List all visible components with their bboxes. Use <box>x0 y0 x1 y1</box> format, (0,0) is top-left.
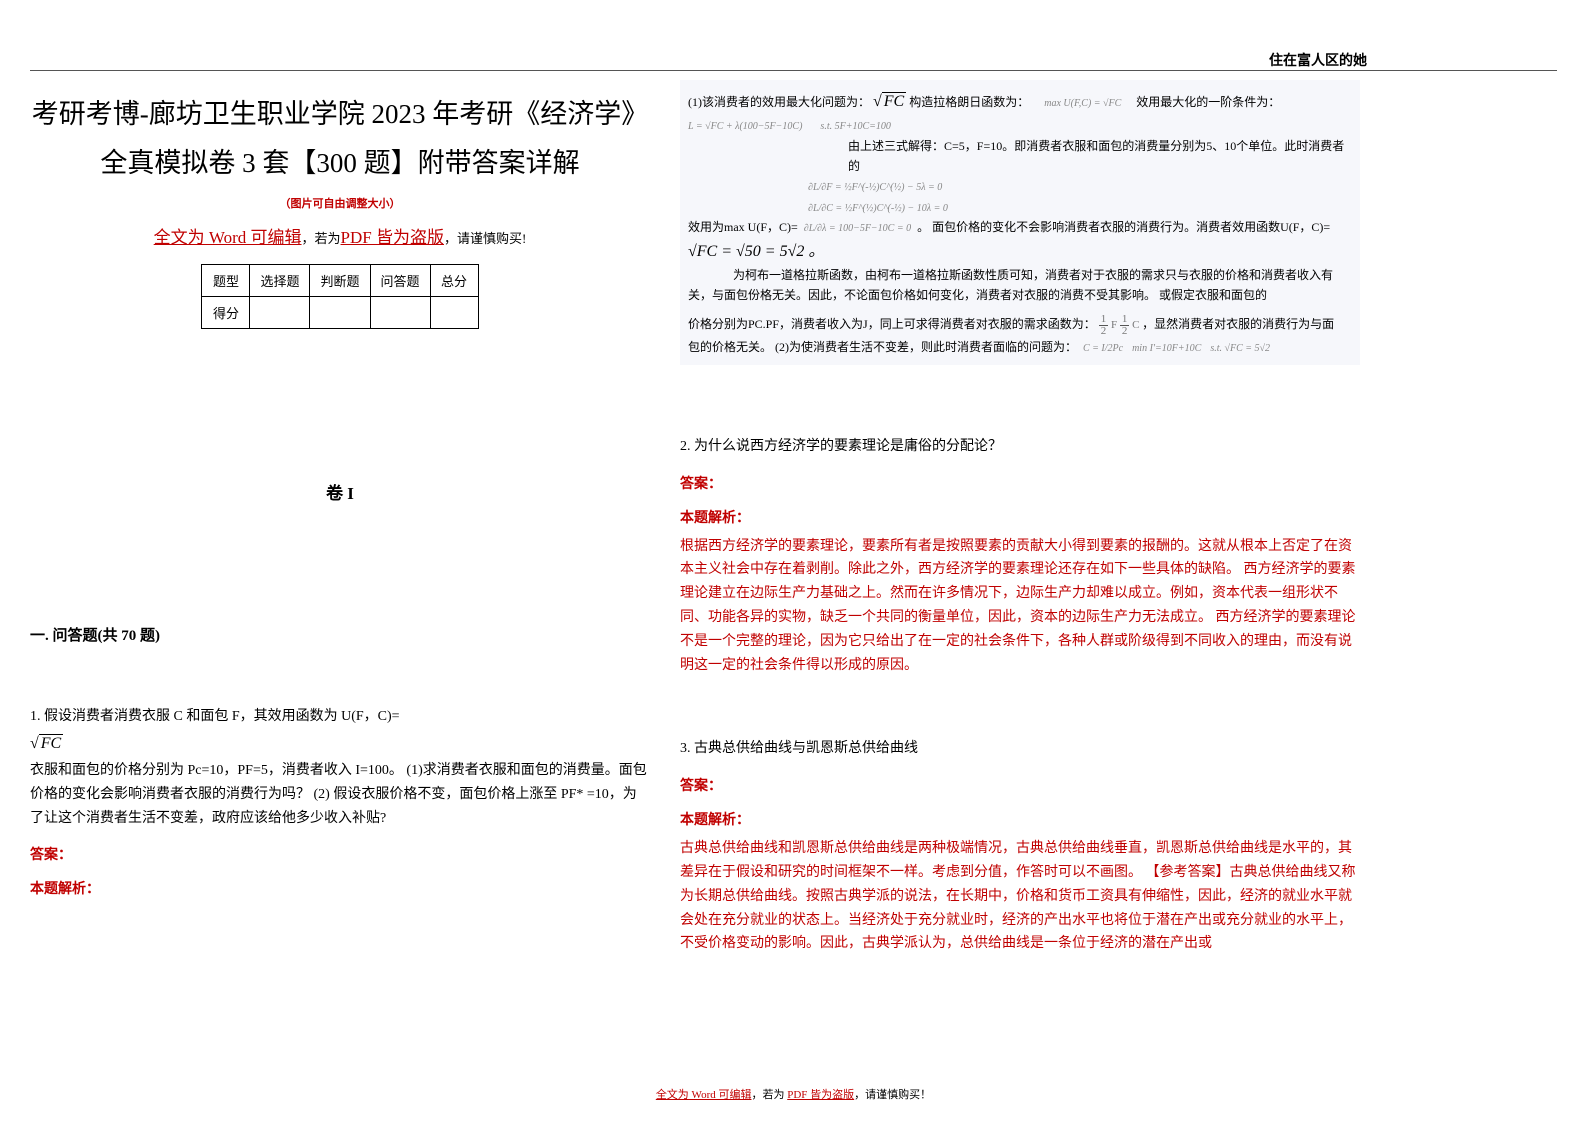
sol-l6b: ，显然消费者对衣服的消费行为与面 <box>1142 317 1334 331</box>
question-2: 2. 为什么说西方经济学的要素理论是庸俗的分配论？ <box>680 435 1360 459</box>
math-lagrange: L = √FC + λ(100−5F−10C) <box>688 121 802 132</box>
sol-l3b: 。 面包价格的变化不会影响消费者衣服的消费行为。消费者效用函数U(F，C)= <box>917 220 1330 234</box>
q3-num: 3. <box>680 741 691 756</box>
warn-mid: ，若为 <box>302 231 341 246</box>
th-type: 题型 <box>202 265 250 297</box>
math-d3: ∂L/∂λ = 100−5F−10C = 0 <box>804 223 911 234</box>
document-title: 考研考博-廊坊卫生职业学院 2023 年考研《经济学》全真模拟卷 3 套【300… <box>30 90 650 187</box>
math-d2: ∂L/∂C = ½F^(½)C^(-½) − 10λ = 0 <box>808 203 948 214</box>
solution-box-1: (1)该消费者的效用最大化问题为： FC 构造拉格朗日函数为： max U(F,… <box>680 80 1360 365</box>
td-empty <box>310 297 370 329</box>
section-heading: 一. 问答题(共 70 题) <box>30 624 650 645</box>
answer-label: 答案： <box>30 844 650 864</box>
question-3: 3. 古典总供给曲线与凯恩斯总供给曲线 <box>680 737 1360 761</box>
td-empty <box>250 297 310 329</box>
q2-text: 为什么说西方经济学的要素理论是庸俗的分配论？ <box>694 439 1002 454</box>
answer-label: 答案： <box>680 473 1360 493</box>
warn-word-editable: 全文为 Word 可编辑 <box>154 228 302 247</box>
th-answer: 问答题 <box>370 265 430 297</box>
q2-analysis: 根据西方经济学的要素理论，要素所有者是按照要素的贡献大小得到要素的报酬的。这就从… <box>680 535 1360 678</box>
page-header: 住在富人区的她 <box>1269 50 1367 70</box>
table-row: 题型 选择题 判断题 问答题 总分 <box>202 265 478 297</box>
warn-tail: ，请谨慎购买! <box>444 231 526 246</box>
math-bot3: s.t. √FC = 5√2 <box>1210 343 1270 354</box>
warning-line: 全文为 Word 可编辑，若为PDF 皆为盗版，请谨慎购买! <box>30 223 650 248</box>
question-3-block: 3. 古典总供给曲线与凯恩斯总供给曲线 答案： 本题解析： 古典总供给曲线和凯恩… <box>680 737 1360 956</box>
parse-label: 本题解析： <box>30 878 650 898</box>
answer-label: 答案： <box>680 775 1360 795</box>
q2-num: 2. <box>680 439 691 454</box>
footer-b: ，若为 <box>751 1089 787 1101</box>
volume-label: 卷 I <box>30 479 650 504</box>
q1-text-a: 假设消费者消费衣服 C 和面包 F，其效用函数为 U(F，C)= <box>44 709 400 724</box>
warn-pdf-pirate: PDF 皆为盗版 <box>341 228 444 247</box>
q1-text-b: 衣服和面包的价格分别为 Pc=10，PF=5，消费者收入 I=100。 (1)求… <box>30 759 650 830</box>
math-st: s.t. 5F+10C=100 <box>820 121 890 132</box>
left-column: 考研考博-廊坊卫生职业学院 2023 年考研《经济学》全真模拟卷 3 套【300… <box>30 90 650 906</box>
sol-l1a: (1)该消费者的效用最大化问题为： <box>688 95 870 109</box>
footer-d: ，请谨慎购买！ <box>854 1089 931 1101</box>
sqrt-arg: FC <box>39 734 63 752</box>
table-row: 得分 <box>202 297 478 329</box>
th-choice: 选择题 <box>250 265 310 297</box>
score-table: 题型 选择题 判断题 问答题 总分 得分 <box>201 264 478 329</box>
divider <box>30 70 1557 71</box>
sol-l2: 由上述三式解得：C=5，F=10。即消费者衣服和面包的消费量分别为5、10个单位… <box>848 139 1344 173</box>
th-judge: 判断题 <box>310 265 370 297</box>
resize-note: （图片可自由调整大小） <box>30 195 650 211</box>
parse-label: 本题解析： <box>680 507 1360 527</box>
td-score-label: 得分 <box>202 297 250 329</box>
td-empty <box>370 297 430 329</box>
right-column: (1)该消费者的效用最大化问题为： FC 构造拉格朗日函数为： max U(F,… <box>680 80 1360 1016</box>
sol-l7a: 包的价格无关。 (2)为使消费者生活不变差，则此时消费者面临的问题为： <box>688 340 1077 354</box>
math-d1: ∂L/∂F = ½F^(-½)C^(½) − 5λ = 0 <box>808 182 942 193</box>
math-bot1: C = I/2Pc <box>1083 343 1123 354</box>
math-frac: 12 F 12 C <box>1099 319 1142 331</box>
q3-text: 古典总供给曲线与凯恩斯总供给曲线 <box>694 741 918 756</box>
formula-sqrt50: √FC = √50 = 5√2 。 <box>688 238 824 265</box>
sol-l1c: 效用最大化的一阶条件为： <box>1136 95 1280 109</box>
sol-l3a: 效用为max U(F，C)= <box>688 220 798 234</box>
footer-c: PDF 皆为盗版 <box>787 1089 854 1101</box>
q3-analysis: 古典总供给曲线和凯恩斯总供给曲线是两种极端情况，古典总供给曲线垂直，凯恩斯总供给… <box>680 837 1360 956</box>
sol-l6a: 价格分别为PC.PF，消费者收入为J，同上可求得消费者对衣服的需求函数为： <box>688 317 1096 331</box>
th-total: 总分 <box>430 265 478 297</box>
sol-l1b: 构造拉格朗日函数为： <box>909 95 1029 109</box>
formula-sqrt-fc: FC <box>30 735 63 753</box>
math-maxu: max U(F,C) = √FC <box>1044 98 1121 109</box>
math-bot2: min I'=10F+10C <box>1132 343 1201 354</box>
sol-l5: 为柯布一道格拉斯函数，由柯布一道格拉斯函数性质可知，消费者对于衣服的需求只与衣服… <box>688 268 1333 302</box>
q1-num: 1. <box>30 709 41 724</box>
parse-label: 本题解析： <box>680 809 1360 829</box>
question-1: 1. 假设消费者消费衣服 C 和面包 F，其效用函数为 U(F，C)= <box>30 705 650 729</box>
question-2-block: 2. 为什么说西方经济学的要素理论是庸俗的分配论？ 答案： 本题解析： 根据西方… <box>680 435 1360 678</box>
footer-warning: 全文为 Word 可编辑，若为 PDF 皆为盗版，请谨慎购买！ <box>0 1086 1587 1102</box>
footer-a: 全文为 Word 可编辑 <box>656 1089 752 1101</box>
td-empty <box>430 297 478 329</box>
